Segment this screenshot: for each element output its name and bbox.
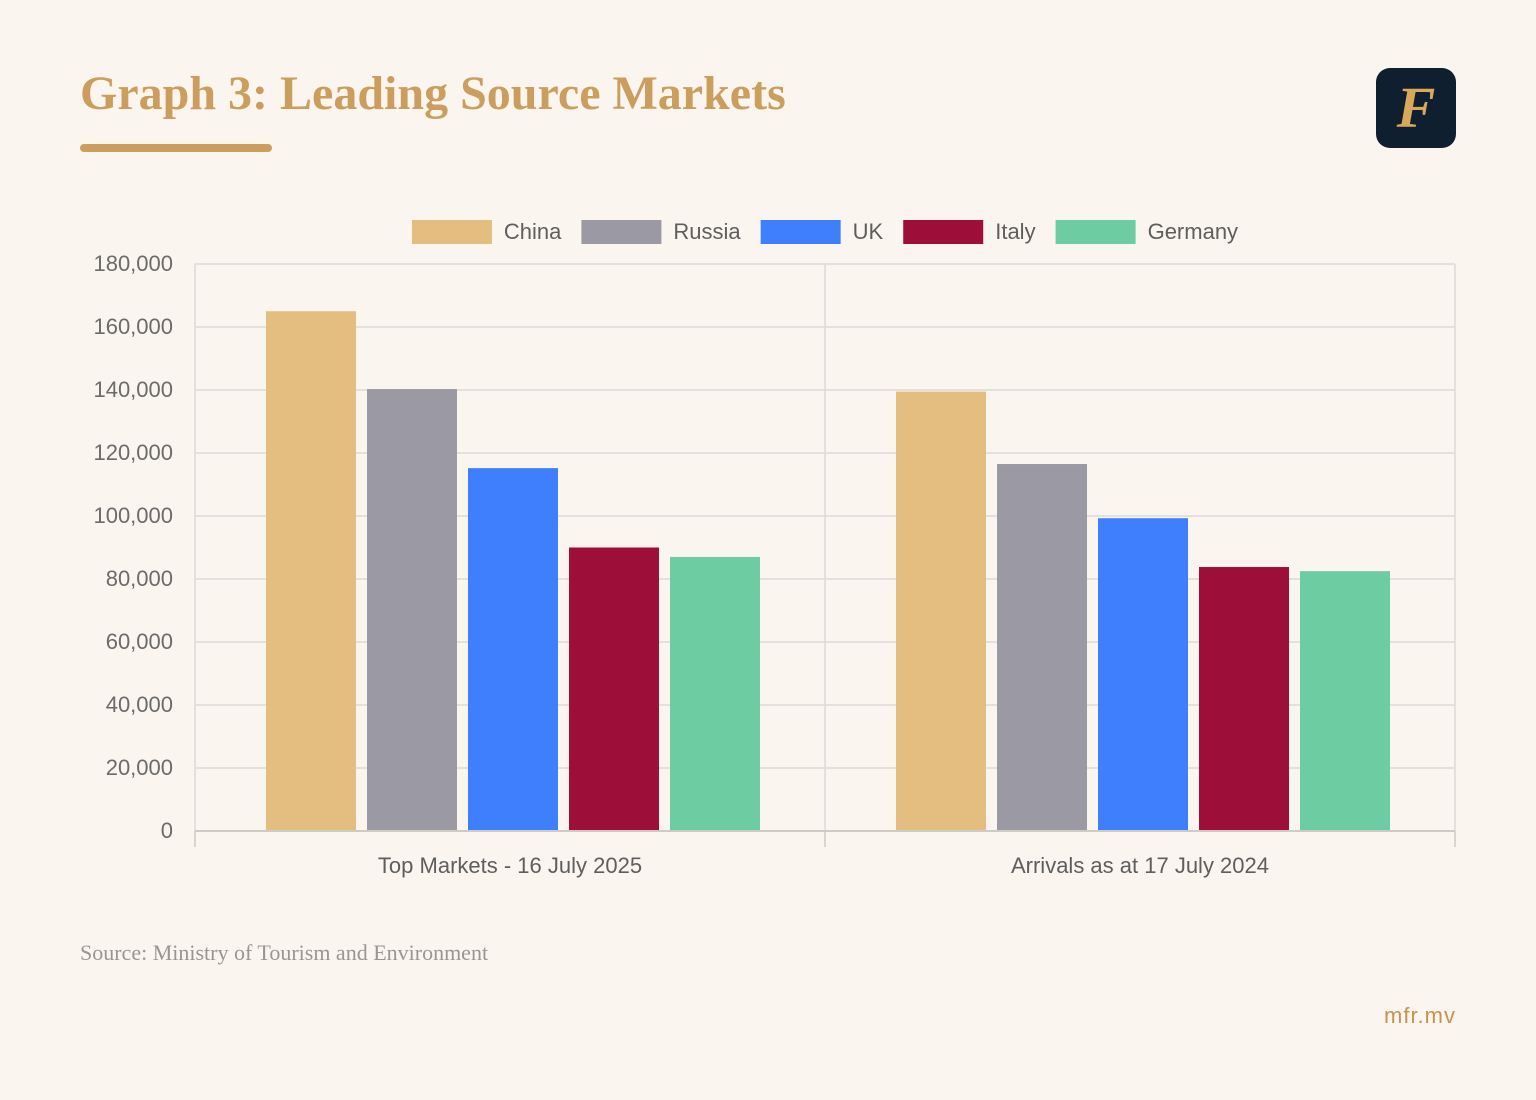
bar-germany	[670, 556, 760, 831]
y-tick-label: 180,000	[93, 251, 173, 276]
title-underline	[80, 144, 272, 152]
page-title: Graph 3: Leading Source Markets	[80, 67, 786, 120]
bar-russia	[367, 389, 457, 831]
legend-label-italy: Italy	[995, 219, 1035, 244]
legend-label-germany: Germany	[1148, 219, 1238, 244]
legend-swatch-germany	[1055, 220, 1136, 244]
bar-germany	[1300, 571, 1390, 831]
y-tick-label: 80,000	[106, 566, 173, 591]
y-tick-label: 140,000	[93, 377, 173, 402]
legend-label-china: China	[504, 219, 562, 244]
y-tick-label: 120,000	[93, 440, 173, 465]
bar-uk	[468, 468, 558, 831]
chart-legend: China Russia UK Italy Germany	[411, 219, 1238, 244]
y-tick-label: 40,000	[106, 692, 173, 717]
site-link[interactable]: mfr.mv	[1384, 1003, 1456, 1028]
f-monogram-icon: F	[1376, 68, 1456, 148]
x-tick-label: Arrivals as at 17 July 2024	[1011, 853, 1269, 878]
bar-italy	[569, 547, 659, 831]
chart-bars	[266, 311, 1390, 831]
bar-uk	[1098, 518, 1188, 831]
y-tick-label: 160,000	[93, 314, 173, 339]
y-tick-label: 0	[161, 818, 173, 843]
y-tick-label: 20,000	[106, 755, 173, 780]
legend-label-uk: UK	[853, 219, 884, 244]
legend-swatch-italy	[903, 220, 984, 244]
y-tick-label: 100,000	[93, 503, 173, 528]
legend-swatch-uk	[760, 220, 841, 244]
x-tick-label: Top Markets - 16 July 2025	[378, 853, 642, 878]
legend-label-russia: Russia	[673, 219, 741, 244]
bar-china	[266, 311, 356, 831]
bar-russia	[997, 464, 1087, 831]
y-tick-label: 60,000	[106, 629, 173, 654]
source-note: Source: Ministry of Tourism and Environm…	[80, 940, 489, 965]
legend-swatch-russia	[581, 220, 662, 244]
bar-italy	[1199, 567, 1289, 831]
bar-china	[896, 391, 986, 831]
chart-axes: 0 20,000 40,000 60,000 80,000 100,000 120,000 1…	[93, 251, 1456, 878]
legend-swatch-china	[411, 220, 492, 244]
